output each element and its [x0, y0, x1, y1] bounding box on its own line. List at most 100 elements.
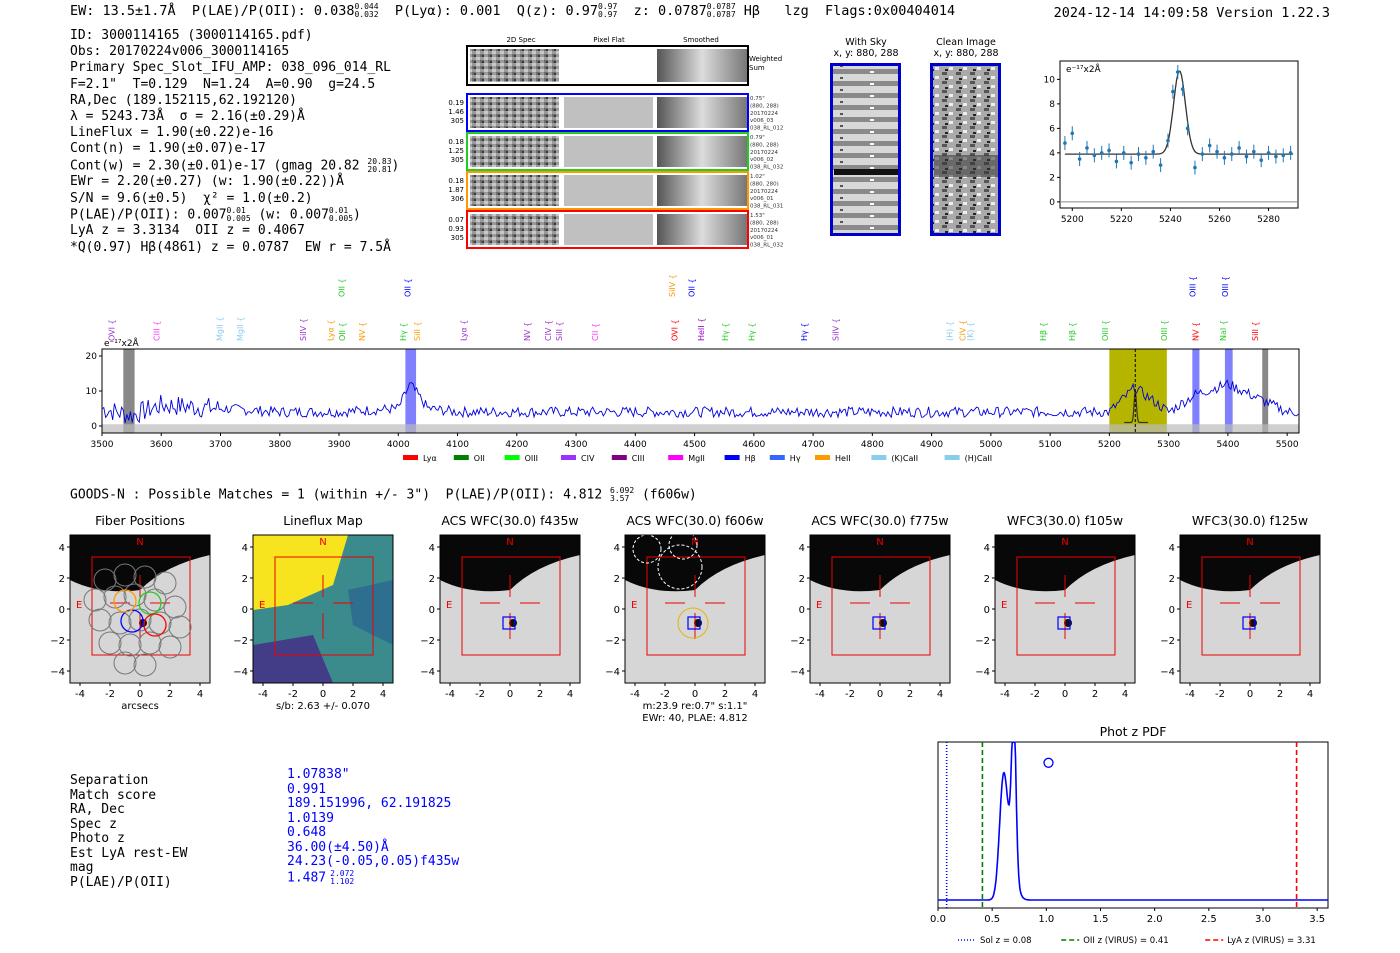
panel-ytick-label: 0	[59, 605, 65, 616]
panel-ytick-label: 2	[1169, 574, 1175, 585]
spec-line-label: CIV {	[958, 320, 967, 341]
spec-legend-swatch	[769, 455, 785, 460]
panel-image-group: NE	[995, 535, 1135, 683]
match-value: 1.0139	[287, 810, 334, 826]
panel-xtick-label: -2	[660, 689, 670, 700]
cutout-smoothed	[657, 136, 747, 167]
panel-ytick-label: −2	[233, 636, 248, 647]
cutout-pixelflat	[564, 175, 653, 206]
spec-line-label: Hβ {	[1068, 322, 1077, 341]
match-label: Photo z	[70, 831, 125, 846]
info-plae: P(LAE)/P(OII): 0.007 0.01 0.005 (w: 0.007 0…	[70, 205, 361, 223]
zoom-data-point	[1085, 146, 1089, 150]
spec-line-label: SiIV {	[299, 318, 308, 341]
cutout-stat: 0.18	[448, 138, 464, 146]
zoom-data-point	[1237, 146, 1241, 150]
zoom-axes	[1059, 60, 1299, 209]
panel-xlabel: arcsecs	[121, 701, 159, 712]
info-radec: RA,Dec (189.152115,62.192120)	[70, 92, 297, 108]
panel-xlabel: m:23.9 re:0.7" s:1.1"	[643, 701, 748, 712]
fiber-circle	[153, 571, 177, 595]
spec-line-label: OII {	[404, 278, 413, 297]
panel-title: WFC3(30.0) f125w	[1192, 513, 1308, 528]
spec-line-label: SiII {	[1251, 321, 1260, 341]
spec-line-label: OIII {	[1101, 320, 1110, 341]
photz-pdf-plot: Phot z PDF 0.0 0.5 1.0 1.5 2.0 2.5 3.0 3.5 Sol z …	[930, 724, 1329, 946]
search-box	[461, 556, 561, 656]
fiber-circle	[83, 588, 107, 612]
zoom-data-point	[1144, 155, 1148, 160]
cutout-stat: 1.46	[448, 108, 464, 116]
zoom-data-point	[1099, 151, 1104, 155]
panel-ytick-label: −4	[790, 667, 805, 678]
panel-ytick-label: 2	[984, 574, 990, 585]
photz-specz-marker	[1043, 757, 1054, 768]
match-value: 189.151996, 62.191825	[287, 796, 452, 811]
cutout-smoothed	[657, 214, 747, 245]
match-value: 1.487 2.072 1.102	[287, 868, 355, 886]
info-ewr: EWr = 2.20(±0.27) (w: 1.90(±0.22))Å	[70, 174, 344, 190]
spec-xtick-label: 3600	[150, 440, 173, 450]
cutout-pixelflat	[564, 97, 653, 128]
panel-xtick-label: -4	[75, 689, 85, 700]
spec-xtick-label: 3700	[209, 440, 232, 450]
weighted-sum-label2: Sum	[749, 64, 765, 72]
panel-image-group: NE	[70, 535, 210, 683]
zoom-data-point	[1077, 157, 1082, 161]
cutout-meta: 0.75"	[750, 96, 765, 102]
photz-legend-label: OII z (VIRUS) = 0.41	[1083, 936, 1169, 946]
spec-sky-band	[102, 424, 1299, 433]
compass-east: E	[631, 600, 637, 611]
info-qline: *Q(0.97) Hβ(4861) z = 0.0787 EW r = 7.5Å	[70, 239, 391, 255]
photz-xtick-label: 2.0	[1147, 914, 1163, 925]
match-label: Est LyA rest-EW	[70, 845, 188, 861]
clean-image-band	[934, 155, 998, 177]
spec-xtick-label: 4500	[683, 440, 706, 450]
fiber-highlight	[143, 613, 167, 637]
spec-xtick-label: 4400	[624, 440, 647, 450]
info-lya-z: LyA z = 3.3134 OII z = 0.4067	[70, 223, 305, 239]
fiber-circle	[108, 611, 132, 635]
fiber-circle	[93, 568, 117, 592]
bright-source	[70, 535, 210, 592]
zoom-data-point	[1129, 160, 1133, 165]
panel-title: WFC3(30.0) f105w	[1007, 513, 1123, 528]
spec-line-label: OVI {	[670, 319, 679, 341]
full-spectrum-plot: e⁻¹⁷x2Å 3500 3600 3700 3800 3900 4000 4100 4200 4…	[86, 275, 1300, 463]
spec-line-label: OIII {	[1188, 276, 1197, 297]
panel-title: ACS WFC(30.0) f775w	[811, 513, 948, 528]
compass-north: N	[1061, 537, 1068, 548]
header-line: EW: 13.5±1.7Å P(LAE)/P(OII): 0.038 0.044 0…	[70, 2, 956, 20]
panel-ytick-label: −4	[50, 667, 65, 678]
panel-xtick-label: 4	[197, 689, 203, 700]
weighted-sum-smoothed	[657, 49, 747, 82]
zoom-data-point	[1092, 153, 1097, 158]
aperture-ellipse	[677, 607, 709, 639]
info-contw: Cont(w) = 2.30(±0.01)e-17 (gmag 20.82 20…	[70, 156, 400, 174]
fiber-circle	[133, 653, 157, 677]
panel-image-group: NE	[810, 535, 950, 683]
panel-xtick-label: 0	[1062, 689, 1068, 700]
cutout-meta: (880, 288)	[750, 142, 779, 148]
bright-source	[625, 535, 765, 592]
info-id: ID: 3000114165 (3000114165.pdf)	[70, 28, 313, 43]
info-obs: Obs: 20170224v006_3000114165	[70, 44, 290, 60]
cutout-meta: 20170224	[750, 111, 778, 117]
spec-line-label: (H) {	[945, 321, 954, 341]
panel-xtick-label: -4	[630, 689, 640, 700]
cutout-smoothed	[657, 97, 747, 128]
panel-xlabel: s/b: 2.63 +/- 0.070	[276, 701, 370, 712]
cutout-meta: v006_02	[750, 157, 774, 163]
zoom-data-point	[1175, 70, 1180, 74]
spec-xtick-label: 3800	[268, 440, 291, 450]
clean-image	[930, 63, 1001, 236]
zoom-data-point	[1207, 143, 1212, 148]
panel-ytick-label: 4	[614, 543, 620, 554]
spec-xtick-label: 4000	[387, 440, 410, 450]
bright-source	[810, 535, 950, 592]
spec-xtick-label: 3900	[328, 440, 351, 450]
timestamp-version: 2024-12-14 14:09:58 Version 1.22.3	[1053, 5, 1330, 21]
panel-ytick-label: −4	[420, 667, 435, 678]
fiber-circle	[163, 595, 187, 619]
